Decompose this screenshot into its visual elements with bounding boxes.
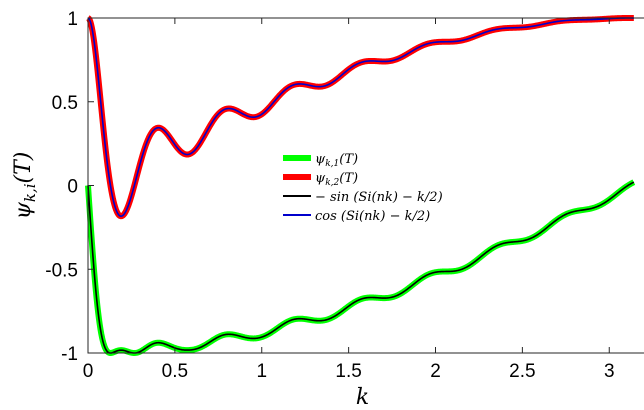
x-tick-label: 0 bbox=[83, 361, 94, 382]
x-tick-label: 1 bbox=[256, 361, 267, 382]
y-tick-label: 1 bbox=[67, 9, 78, 30]
x-tick-label: 1.5 bbox=[335, 361, 361, 382]
y-tick-label: -0.5 bbox=[45, 260, 78, 281]
ticks: 0 0.5 1 1.5 2 2.5 3 1 0.5 0 -0.5 -1 bbox=[45, 9, 614, 382]
x-axis-label: k bbox=[356, 385, 369, 410]
x-tick-label: 3 bbox=[604, 361, 615, 382]
x-tick-label: 0.5 bbox=[162, 361, 188, 382]
x-tick-label: 2.5 bbox=[509, 361, 535, 382]
legend-label: ψk,1(T) bbox=[315, 152, 358, 169]
series-psi-k1 bbox=[85, 179, 637, 356]
x-tick-label: 2 bbox=[430, 361, 441, 382]
series-neg-sin bbox=[87, 181, 635, 354]
series-psi-k2 bbox=[85, 15, 637, 220]
legend-label: ψk,2(T) bbox=[315, 171, 358, 188]
axes-box bbox=[87, 17, 644, 354]
y-tick-label: 0.5 bbox=[52, 93, 78, 114]
plot-lines bbox=[85, 15, 637, 356]
legend: ψk,1(T) ψk,2(T) − sin (Si(nk) − k/2) cos (S… bbox=[283, 152, 443, 224]
y-tick-label: -1 bbox=[61, 344, 78, 365]
legend-label: − sin (Si(nk) − k/2) bbox=[315, 190, 443, 205]
y-axis-label: ψk,i(T) bbox=[11, 152, 39, 220]
y-tick-label: 0 bbox=[67, 177, 78, 198]
y-axis-label-text: ψk,i(T) bbox=[11, 152, 39, 220]
series-cos bbox=[87, 17, 634, 217]
legend-label: cos (Si(nk) − k/2) bbox=[315, 209, 430, 224]
